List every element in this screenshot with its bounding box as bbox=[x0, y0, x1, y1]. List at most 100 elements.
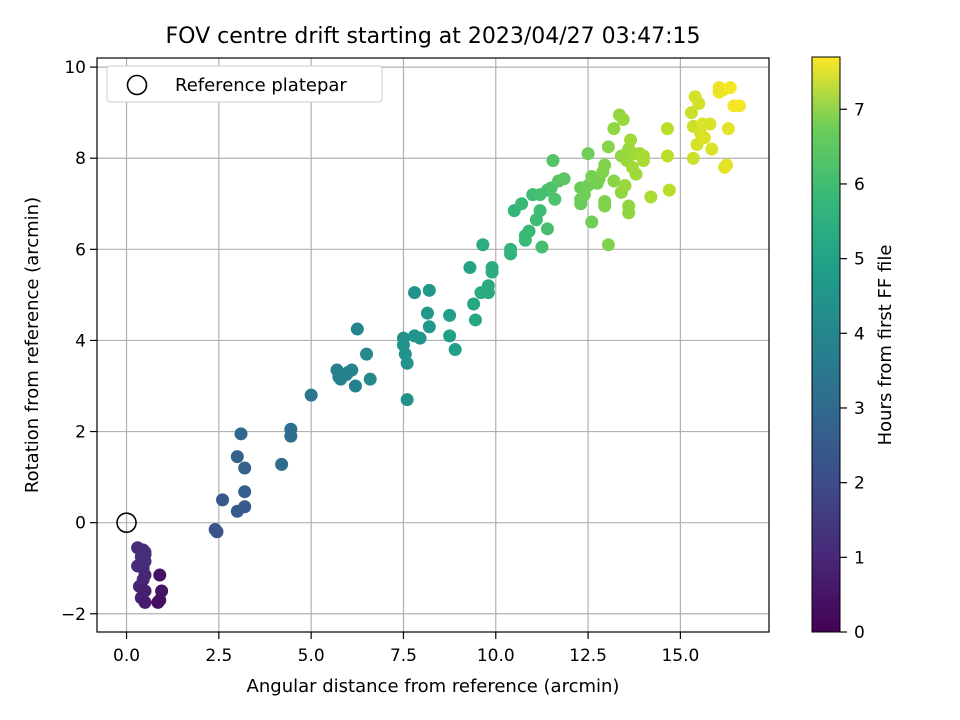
colorbar-tick-label: 5 bbox=[854, 250, 865, 270]
data-point bbox=[522, 224, 536, 238]
y-tick-label: −2 bbox=[61, 605, 86, 625]
data-point bbox=[598, 199, 612, 213]
colorbar-tick-label: 0 bbox=[854, 623, 865, 643]
data-point bbox=[581, 147, 595, 161]
data-point bbox=[448, 343, 462, 357]
scatter-points bbox=[131, 81, 746, 609]
data-point bbox=[607, 122, 621, 136]
data-point bbox=[400, 356, 414, 370]
data-point bbox=[629, 167, 643, 181]
x-tick-label: 2.5 bbox=[205, 646, 232, 666]
colorbar-tick-label: 4 bbox=[854, 324, 865, 344]
data-point bbox=[234, 427, 248, 441]
data-point bbox=[230, 450, 244, 464]
data-point bbox=[348, 379, 362, 393]
colorbar-tick-label: 2 bbox=[854, 474, 865, 494]
colorbar-ticks: 0 1 2 3 4 5 6 7 bbox=[840, 100, 865, 643]
data-point bbox=[720, 158, 734, 172]
data-point bbox=[138, 595, 152, 609]
data-point bbox=[476, 238, 490, 252]
data-point bbox=[540, 222, 554, 236]
data-point bbox=[350, 322, 364, 336]
grid bbox=[97, 58, 769, 632]
data-point bbox=[557, 172, 571, 186]
data-point bbox=[660, 122, 674, 136]
data-point bbox=[692, 97, 706, 111]
legend-box bbox=[106, 65, 383, 103]
legend-marker bbox=[126, 74, 148, 96]
data-point bbox=[546, 154, 560, 167]
data-point bbox=[275, 457, 289, 471]
data-point bbox=[238, 461, 252, 475]
data-point bbox=[624, 133, 638, 147]
data-point bbox=[636, 149, 650, 163]
data-point bbox=[721, 122, 735, 136]
data-point bbox=[601, 238, 615, 252]
data-point bbox=[138, 545, 152, 559]
y-tick-label: 0 bbox=[75, 514, 86, 534]
chart-title: FOV centre drift starting at 2023/04/27 … bbox=[166, 24, 701, 49]
data-point bbox=[216, 493, 230, 507]
data-point bbox=[420, 306, 434, 320]
x-tick-label: 5.0 bbox=[298, 646, 325, 666]
colorbar bbox=[811, 56, 841, 633]
data-point bbox=[443, 308, 457, 322]
colorbar-label: Hours from first FF file bbox=[875, 245, 896, 446]
data-point bbox=[616, 113, 630, 126]
colorbar-tick-label: 7 bbox=[854, 100, 865, 120]
data-point bbox=[481, 286, 495, 300]
data-point bbox=[535, 240, 549, 254]
data-point bbox=[662, 183, 676, 197]
data-point bbox=[304, 388, 318, 402]
data-point bbox=[660, 149, 674, 163]
data-point bbox=[485, 265, 499, 279]
y-tick-label: 2 bbox=[75, 423, 86, 443]
data-point bbox=[422, 283, 436, 297]
x-tick-label: 15.0 bbox=[661, 646, 699, 666]
y-tick-label: 8 bbox=[75, 149, 86, 169]
data-point bbox=[533, 204, 547, 218]
y-tick-label: 10 bbox=[64, 58, 86, 78]
data-point bbox=[413, 331, 427, 345]
y-tick-label: 6 bbox=[75, 240, 86, 260]
data-point bbox=[622, 206, 636, 220]
data-point bbox=[467, 297, 481, 311]
y-axis-label: Rotation from reference (arcmin) bbox=[22, 197, 43, 493]
data-point bbox=[422, 320, 436, 334]
data-point bbox=[607, 174, 621, 188]
x-tick-label: 10.0 bbox=[477, 646, 515, 666]
data-point bbox=[618, 179, 632, 193]
data-point bbox=[723, 81, 737, 95]
data-point bbox=[238, 500, 252, 514]
reference-marker bbox=[116, 512, 137, 533]
data-point bbox=[548, 192, 562, 206]
x-tick-label: 0.0 bbox=[113, 646, 140, 666]
data-point bbox=[360, 347, 374, 361]
data-point bbox=[284, 429, 298, 443]
data-point bbox=[732, 99, 746, 113]
data-point bbox=[443, 329, 457, 343]
legend: Reference platepar bbox=[106, 65, 383, 103]
colorbar-tick-label: 6 bbox=[854, 175, 865, 195]
data-point bbox=[585, 215, 599, 229]
colorbar-tick-label: 3 bbox=[854, 399, 865, 419]
data-point bbox=[363, 372, 377, 386]
colorbar-tick-label: 1 bbox=[854, 548, 865, 568]
x-axis-label: Angular distance from reference (arcmin) bbox=[247, 676, 620, 697]
data-point bbox=[705, 142, 719, 156]
x-tick-label: 12.5 bbox=[569, 646, 607, 666]
data-point bbox=[468, 313, 482, 327]
data-point bbox=[408, 286, 422, 300]
data-point bbox=[697, 131, 711, 145]
x-axis-ticks: 0.0 2.5 5.0 7.5 10.0 12.5 15.0 bbox=[113, 632, 699, 666]
data-point bbox=[153, 568, 167, 582]
legend-label: Reference platepar bbox=[175, 75, 347, 96]
y-tick-label: 4 bbox=[75, 331, 86, 351]
data-point bbox=[238, 485, 252, 499]
data-point bbox=[684, 106, 698, 120]
data-point bbox=[598, 158, 612, 172]
data-point bbox=[504, 247, 518, 261]
data-point bbox=[703, 117, 717, 131]
x-tick-label: 7.5 bbox=[390, 646, 417, 666]
